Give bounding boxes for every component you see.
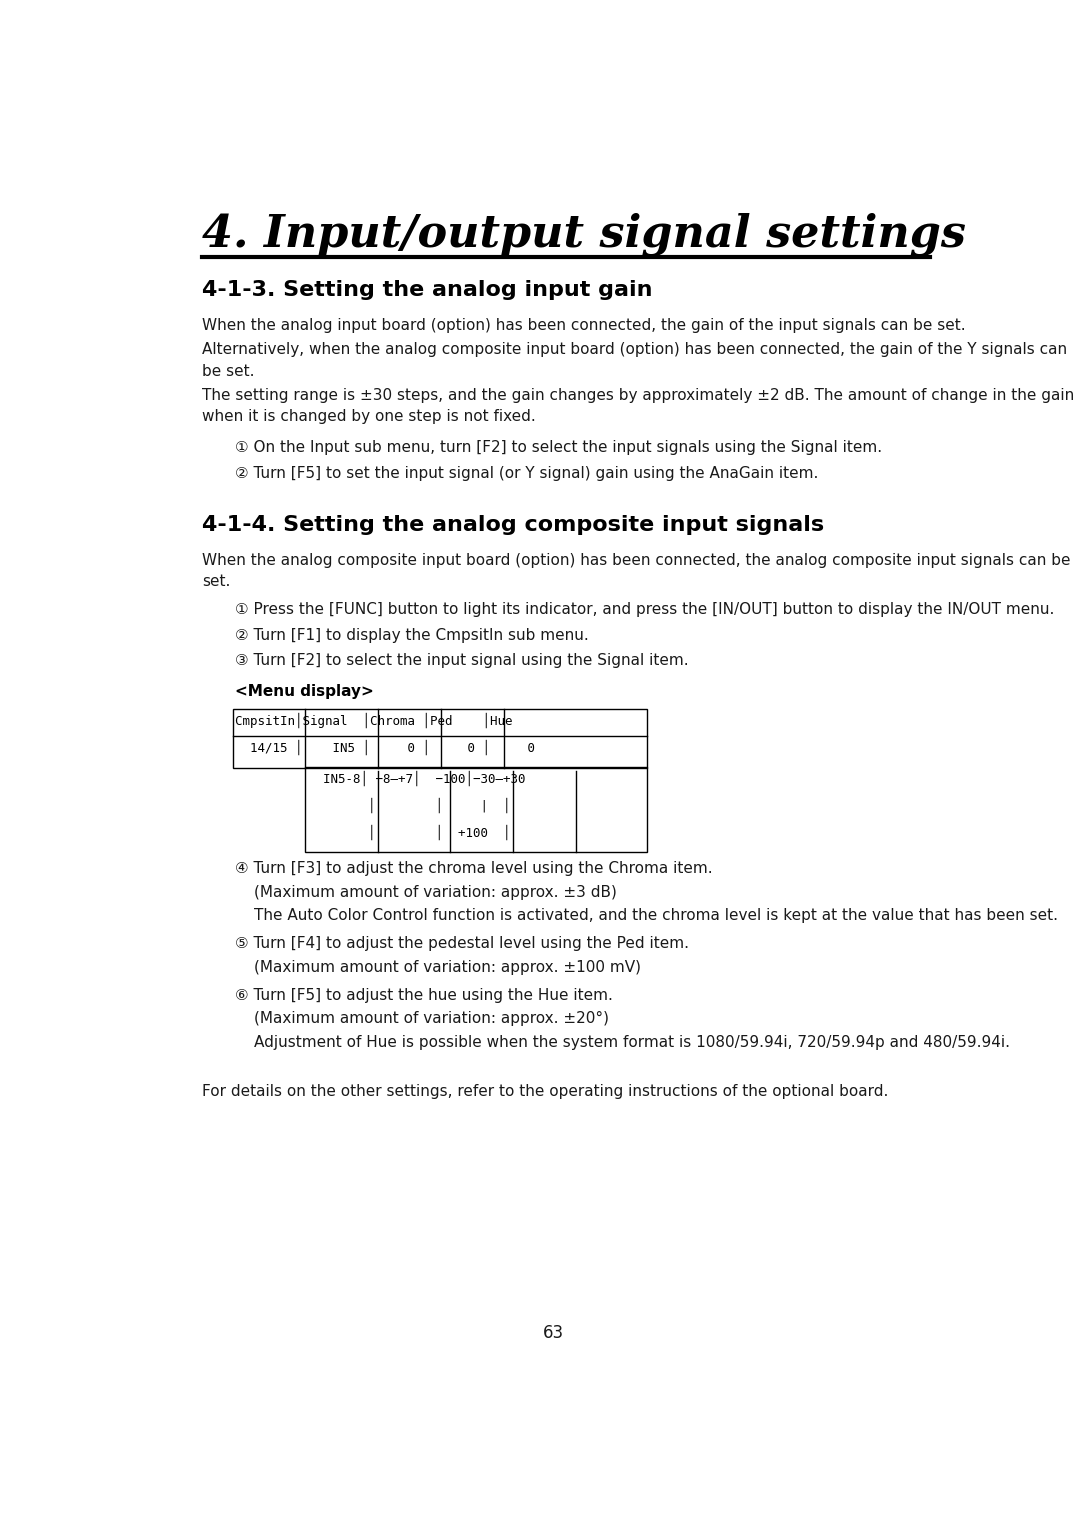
Text: When the analog input board (option) has been connected, the gain of the input s: When the analog input board (option) has…: [202, 319, 966, 332]
Text: set.: set.: [202, 573, 230, 588]
Text: 14/15 │    IN5 │     0 │     0 │     0: 14/15 │ IN5 │ 0 │ 0 │ 0: [235, 739, 536, 754]
Text: (Maximum amount of variation: approx. ±3 dB): (Maximum amount of variation: approx. ±3…: [254, 884, 617, 899]
Text: The Auto Color Control function is activated, and the chroma level is kept at th: The Auto Color Control function is activ…: [254, 908, 1057, 924]
Text: ① On the Input sub menu, turn [F2] to select the input signals using the Signal : ① On the Input sub menu, turn [F2] to se…: [235, 440, 882, 454]
Text: The setting range is ±30 steps, and the gain changes by approximately ±2 dB. The: The setting range is ±30 steps, and the …: [202, 389, 1075, 404]
Text: <Menu display>: <Menu display>: [235, 684, 374, 700]
Text: 4. Input/output signal settings: 4. Input/output signal settings: [202, 212, 966, 256]
Text: (Maximum amount of variation: approx. ±20°): (Maximum amount of variation: approx. ±2…: [254, 1012, 609, 1026]
Text: (Maximum amount of variation: approx. ±100 mV): (Maximum amount of variation: approx. ±1…: [254, 960, 640, 975]
Text: when it is changed by one step is not fixed.: when it is changed by one step is not fi…: [202, 410, 536, 424]
Text: IN5-8│ −8–+7│  −100│−30–+30: IN5-8│ −8–+7│ −100│−30–+30: [308, 771, 525, 786]
Bar: [306, 767, 647, 852]
Text: ⑤ Turn [F4] to adjust the pedestal level using the Ped item.: ⑤ Turn [F4] to adjust the pedestal level…: [235, 936, 689, 951]
Text: ① Press the [FUNC] button to light its indicator, and press the [IN/OUT] button : ① Press the [FUNC] button to light its i…: [235, 602, 1055, 617]
Text: ④ Turn [F3] to adjust the chroma level using the Chroma item.: ④ Turn [F3] to adjust the chroma level u…: [235, 861, 713, 876]
Text: ③ Turn [F2] to select the input signal using the Signal item.: ③ Turn [F2] to select the input signal u…: [235, 654, 689, 669]
Text: CmpsitIn│Signal  │Chroma │Ped    │Hue: CmpsitIn│Signal │Chroma │Ped │Hue: [235, 712, 513, 727]
Text: 63: 63: [543, 1323, 564, 1341]
Bar: [233, 709, 647, 768]
Text: For details on the other settings, refer to the operating instructions of the op: For details on the other settings, refer…: [202, 1084, 889, 1099]
Text: ⑥ Turn [F5] to adjust the hue using the Hue item.: ⑥ Turn [F5] to adjust the hue using the …: [235, 988, 613, 1003]
Text: Adjustment of Hue is possible when the system format is 1080/59.94i, 720/59.94p : Adjustment of Hue is possible when the s…: [254, 1035, 1010, 1050]
Text: 4-1-3. Setting the analog input gain: 4-1-3. Setting the analog input gain: [202, 280, 652, 300]
Text: ② Turn [F5] to set the input signal (or Y signal) gain using the AnaGain item.: ② Turn [F5] to set the input signal (or …: [235, 466, 819, 480]
Text: Alternatively, when the analog composite input board (option) has been connected: Alternatively, when the analog composite…: [202, 343, 1067, 358]
Text: 4-1-4. Setting the analog composite input signals: 4-1-4. Setting the analog composite inpu…: [202, 515, 824, 535]
Text: ② Turn [F1] to display the CmpsitIn sub menu.: ② Turn [F1] to display the CmpsitIn sub …: [235, 628, 590, 643]
Text: │        │     |  │: │ │ | │: [308, 797, 570, 814]
Text: be set.: be set.: [202, 364, 255, 378]
Text: │        │  +100  │: │ │ +100 │: [308, 824, 570, 840]
Text: When the analog composite input board (option) has been connected, the analog co: When the analog composite input board (o…: [202, 553, 1070, 567]
